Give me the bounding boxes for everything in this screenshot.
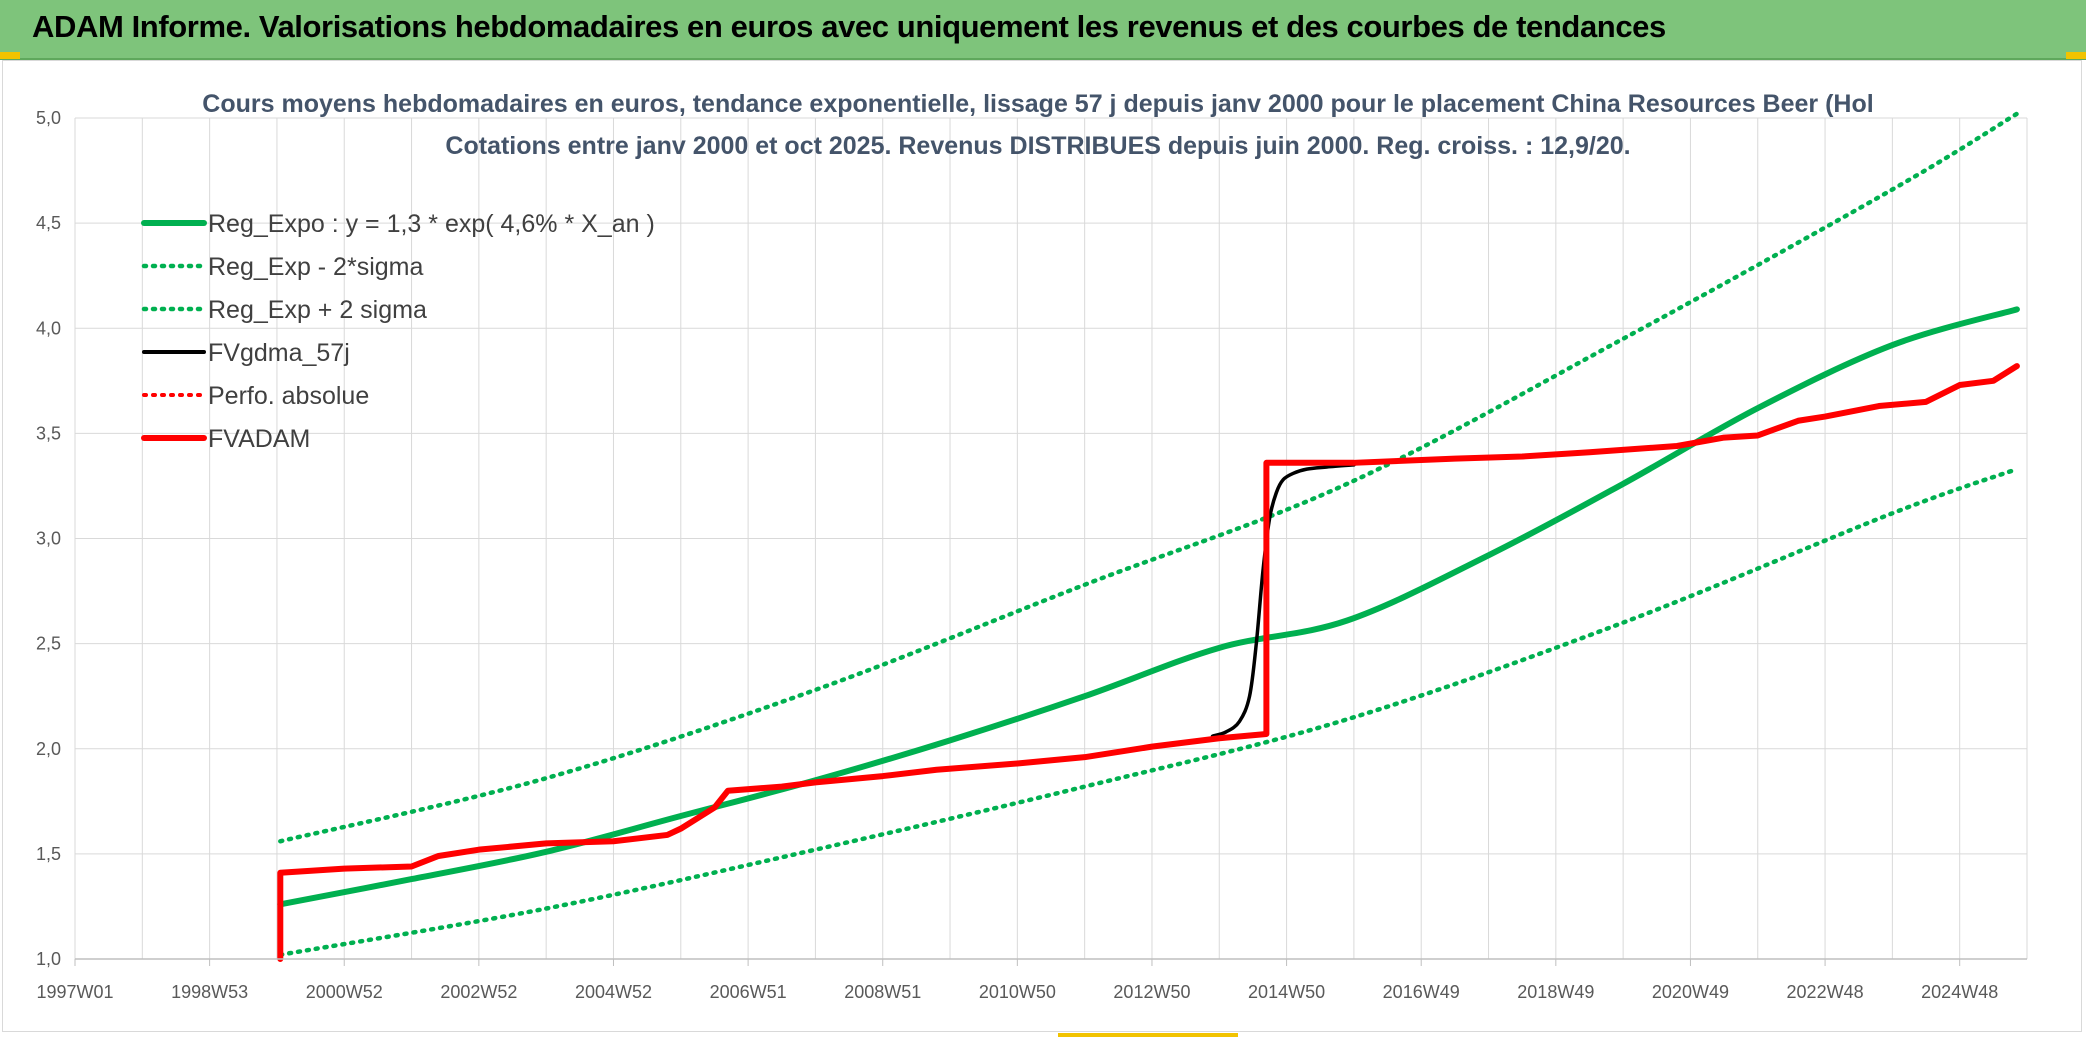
y-tick-label: 1,0 xyxy=(36,949,61,969)
x-tick-label: 2024W48 xyxy=(1921,982,1998,1002)
x-tick-label: 2018W49 xyxy=(1517,982,1594,1002)
series-line-2 xyxy=(278,111,2020,844)
x-tick-label: 2008W51 xyxy=(844,982,921,1002)
x-tick-label: 2020W49 xyxy=(1652,982,1729,1002)
x-tick-label: 2016W49 xyxy=(1383,982,1460,1002)
y-tick-label: 4,0 xyxy=(36,318,61,338)
chart-title: Cours moyens hebdomadaires en euros, ten… xyxy=(202,90,1873,118)
right-accent-tab xyxy=(2066,52,2086,59)
y-tick-label: 4,5 xyxy=(36,213,61,233)
left-accent-tab xyxy=(0,52,20,59)
y-tick-label: 2,5 xyxy=(36,634,61,654)
legend-label: FVgdma_57j xyxy=(208,339,350,367)
legend-label: Reg_Expo : y = 1,3 * exp( 4,6% * X_an ) xyxy=(208,210,655,238)
x-tick-label: 2014W50 xyxy=(1248,982,1325,1002)
y-tick-label: 2,0 xyxy=(36,739,61,759)
legend-label: Perfo. absolue xyxy=(208,382,369,410)
x-tick-label: 1997W01 xyxy=(36,982,113,1002)
legend-label: Reg_Exp - 2*sigma xyxy=(208,253,423,281)
bottom-accent-tab xyxy=(1058,1033,1238,1037)
y-tick-label: 3,0 xyxy=(36,529,61,549)
x-tick-label: 2010W50 xyxy=(979,982,1056,1002)
y-tick-label: 5,0 xyxy=(36,108,61,128)
page-title: ADAM Informe. Valorisations hebdomadaire… xyxy=(32,9,1666,44)
series-line-3 xyxy=(1210,463,1356,738)
x-tick-label: 1998W53 xyxy=(171,982,248,1002)
legend-label: FVADAM xyxy=(208,425,310,453)
legend: Reg_Expo : y = 1,3 * exp( 4,6% * X_an ) R… xyxy=(141,210,655,453)
x-tick-label: 2000W52 xyxy=(306,982,383,1002)
series-line-5 xyxy=(277,363,2020,962)
grid-lines xyxy=(74,117,2028,960)
chart-frame xyxy=(2,60,2082,1032)
y-tick-label: 3,5 xyxy=(36,423,61,443)
legend-label: Reg_Exp + 2 sigma xyxy=(208,296,427,324)
series-line-0 xyxy=(277,306,2020,908)
x-tick-label: 2012W50 xyxy=(1113,982,1190,1002)
y-tick-label: 1,5 xyxy=(36,844,61,864)
x-tick-label: 2002W52 xyxy=(440,982,517,1002)
x-tick-label: 2006W51 xyxy=(710,982,787,1002)
header-banner: ADAM Informe. Valorisations hebdomadaire… xyxy=(0,0,2086,60)
x-tick-label: 2004W52 xyxy=(575,982,652,1002)
axes: 1,0 1,5 2,0 2,5 3,0 3,5 4,0 4,5 5,0 1997W01 1998W5… xyxy=(36,108,2027,1002)
series-line-1 xyxy=(278,466,2020,958)
chart-subtitle: Cotations entre janv 2000 et oct 2025. R… xyxy=(445,132,1630,160)
x-tick-label: 2022W48 xyxy=(1787,982,1864,1002)
series-layer xyxy=(277,111,2020,962)
